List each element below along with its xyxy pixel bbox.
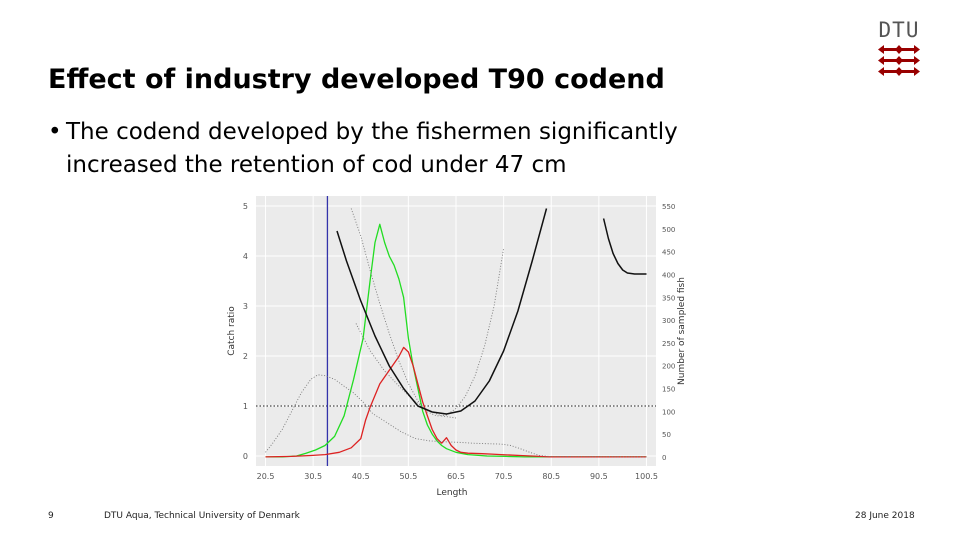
y-tick-labels: 0 1 2 3 4 5 — [243, 202, 248, 461]
footer-page-number: 9 — [48, 511, 54, 521]
y-tick-label: 4 — [243, 252, 248, 261]
y-tick-label: 5 — [243, 202, 248, 211]
y2-tick-label: 450 — [662, 249, 675, 257]
x-tick-label: 70.5 — [495, 472, 513, 481]
y2-tick-label: 0 — [662, 454, 666, 462]
series-line-5 — [355, 323, 457, 419]
series-line-6 — [336, 208, 548, 415]
dtu-logo-text: DTU — [878, 18, 920, 42]
y2-tick-labels: 0 50 100 150 200 250 300 350 400 450 500 550 — [662, 203, 675, 462]
y-tick-label: 0 — [243, 452, 248, 461]
y-tick-label: 2 — [243, 352, 248, 361]
y2-tick-label: 500 — [662, 226, 675, 234]
y2-axis-label: Number of sampled fish — [677, 277, 687, 385]
y-tick-label: 3 — [243, 302, 248, 311]
series-line-1 — [265, 223, 647, 458]
series-line-3 — [265, 374, 647, 458]
bullet-text-line-1: The codend developed by the fishermen si… — [66, 119, 678, 145]
y-axis-label: Catch ratio — [227, 306, 237, 356]
x-tick-label: 60.5 — [447, 472, 465, 481]
x-tick-label: 20.5 — [257, 472, 275, 481]
y2-tick-label: 550 — [662, 203, 675, 211]
x-tick-label: 40.5 — [352, 472, 370, 481]
x-tick-label: 50.5 — [399, 472, 417, 481]
y2-tick-label: 300 — [662, 317, 675, 325]
x-tick-label: 90.5 — [590, 472, 608, 481]
x-tick-label: 30.5 — [304, 472, 322, 481]
series-layer — [265, 208, 647, 458]
series-line-7 — [602, 218, 647, 275]
reference-lines — [256, 196, 656, 466]
y-tick-label: 1 — [243, 402, 248, 411]
series-line-4 — [350, 208, 505, 417]
x-tick-label: 100.5 — [635, 472, 658, 481]
footer-institution: DTU Aqua, Technical University of Denmar… — [104, 511, 300, 521]
series-line-2 — [265, 346, 647, 458]
y2-tick-label: 400 — [662, 271, 675, 279]
y2-tick-label: 200 — [662, 363, 675, 371]
y2-tick-label: 250 — [662, 340, 675, 348]
dtu-logo-symbol — [878, 45, 920, 76]
footer-date: 28 June 2018 — [855, 511, 915, 521]
x-tick-label: 80.5 — [542, 472, 560, 481]
slide-title: Effect of industry developed T90 codend — [48, 64, 665, 95]
bullet-marker: • — [48, 119, 62, 145]
y2-tick-label: 50 — [662, 431, 671, 439]
y2-tick-label: 150 — [662, 385, 675, 393]
y2-tick-label: 350 — [662, 294, 675, 302]
x-axis-label: Length — [436, 488, 467, 498]
catch-ratio-chart: 20.5 30.5 40.5 50.5 60.5 70.5 80.5 90.5 100.5 0 1… — [227, 196, 687, 498]
dtu-logo: DTU — [878, 18, 920, 80]
x-tick-labels: 20.5 30.5 40.5 50.5 60.5 70.5 80.5 90.5 100.5 — [257, 472, 658, 481]
y2-tick-label: 100 — [662, 408, 675, 416]
bullet-text-line-2: increased the retention of cod under 47 … — [66, 152, 567, 178]
